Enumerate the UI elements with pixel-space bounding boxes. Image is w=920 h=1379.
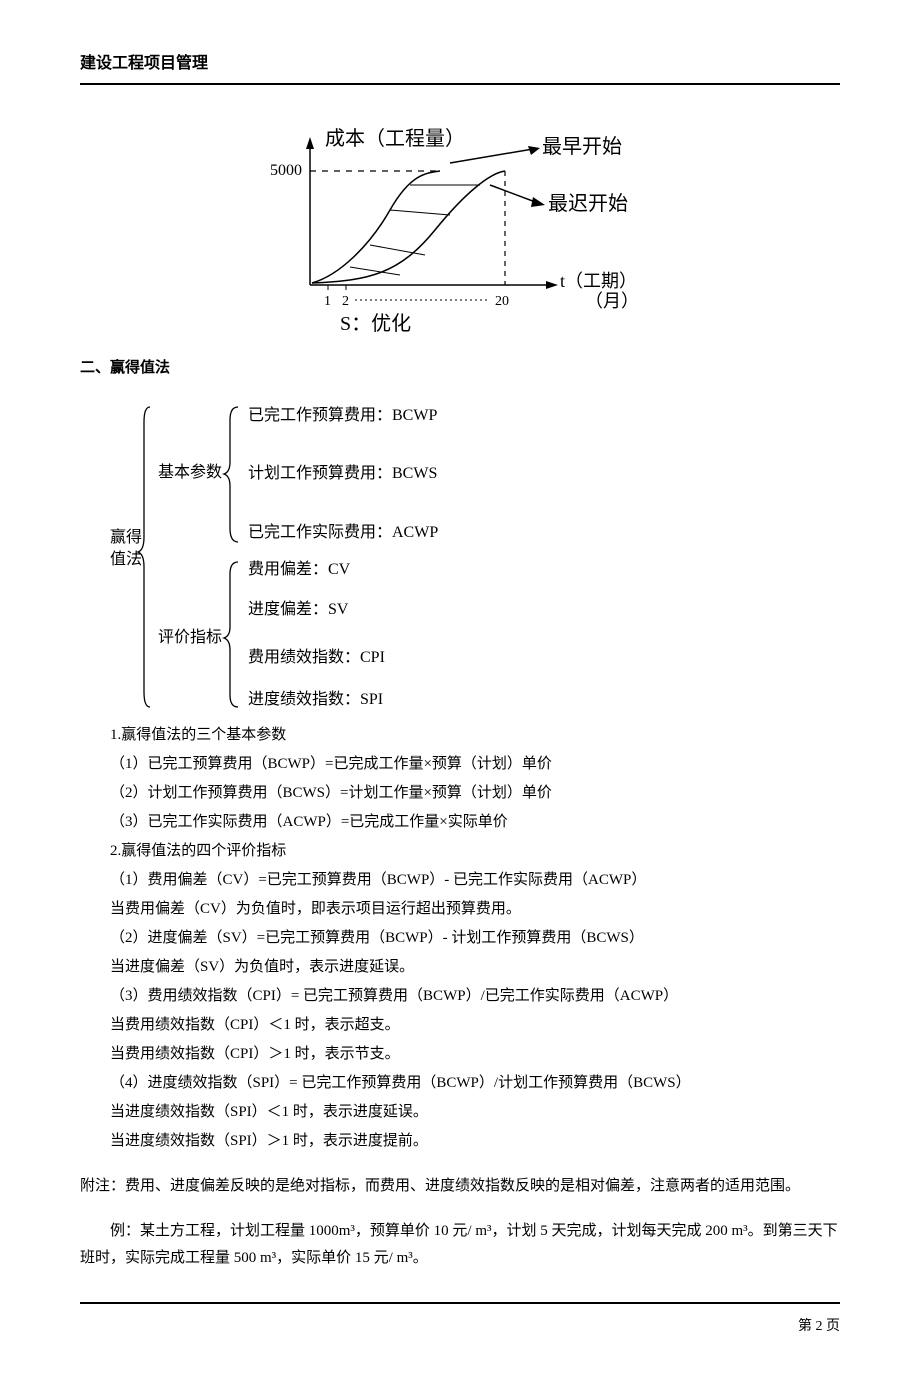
x-tick-20: 20 [495,294,509,309]
note-text: 附注：费用、进度偏差反映的是绝对指标，而费用、进度绩效指数反映的是相对偏差，注意… [80,1173,840,1200]
earned-value-tree: 赢得 值法 基本参数 已完工作预算费用：BCWP 计划工作预算费用：BCWS 已… [110,392,570,712]
tree-b1-item2: 计划工作预算费用：BCWS [248,463,437,482]
metric-3: （3）费用绩效指数（CPI）= 已完工预算费用（BCWP）/已完工作实际费用（A… [110,983,840,1010]
figure-s-title: S：优化 [340,312,411,335]
metric-1: （1）费用偏差（CV）=已完工预算费用（BCWP）- 已完工作实际费用（ACWP… [110,867,840,894]
tree-b2-item2: 进度偏差：SV [248,600,349,618]
x-axis-label-month: （月） [585,291,639,311]
tree-root-line1: 赢得 [110,528,142,546]
metric-4b: 当进度绩效指数（SPI）＜1 时，表示进度延误。 [110,1099,840,1126]
metric-heading: 2.赢得值法的四个评价指标 [110,838,840,865]
page-footer: 第 2 页 [80,1302,840,1339]
y-tick-5000: 5000 [270,162,302,179]
x-tick-2: 2 [342,294,349,309]
param-2: （2）计划工作预算费用（BCWS）=计划工作量×预算（计划）单价 [110,780,840,807]
param-heading: 1.赢得值法的三个基本参数 [110,722,840,749]
metric-3b: 当费用绩效指数（CPI）＜1 时，表示超支。 [110,1012,840,1039]
x-tick-1: 1 [324,294,331,309]
metric-2b: 当进度偏差（SV）为负值时，表示进度延误。 [110,954,840,981]
metric-1b: 当费用偏差（CV）为负值时，即表示项目运行超出预算费用。 [110,896,840,923]
label-latest: 最迟开始 [548,192,628,215]
tree-b2-item4: 进度绩效指数：SPI [248,690,383,708]
section2-title: 二、赢得值法 [80,355,840,382]
label-earliest: 最早开始 [542,135,622,158]
tree-branch2: 评价指标 [158,628,222,646]
example-text: 例：某土方工程，计划工程量 1000m³，预算单价 10 元/ m³，计划 5 … [80,1218,840,1272]
tree-b2-item3: 费用绩效指数：CPI [248,648,385,666]
s-curve-figure: 成本（工程量） 5000 1 2 20 最早开始 最迟开始 t（工期） （月） … [240,115,680,335]
tree-branch1: 基本参数 [158,463,222,481]
metric-3c: 当费用绩效指数（CPI）＞1 时，表示节支。 [110,1041,840,1068]
param-3: （3）已完工作实际费用（ACWP）=已完成工作量×实际单价 [110,809,840,836]
tree-b1-item3: 已完工作实际费用：ACWP [248,523,438,541]
x-axis-label-t: t（工期） [560,271,637,291]
metric-4c: 当进度绩效指数（SPI）＞1 时，表示进度提前。 [110,1128,840,1155]
tree-b1-item1: 已完工作预算费用：BCWP [248,405,437,424]
metric-4: （4）进度绩效指数（SPI）= 已完工作预算费用（BCWP）/计划工作预算费用（… [110,1070,840,1097]
tree-b2-item1: 费用偏差：CV [248,560,351,578]
tree-root-line2: 值法 [110,550,142,568]
page-header: 建设工程项目管理 [80,50,840,85]
metric-2: （2）进度偏差（SV）=已完工预算费用（BCWP）- 计划工作预算费用（BCWS… [110,925,840,952]
param-1: （1）已完工预算费用（BCWP）=已完成工作量×预算（计划）单价 [110,751,840,778]
y-axis-label: 成本（工程量） [325,127,465,150]
